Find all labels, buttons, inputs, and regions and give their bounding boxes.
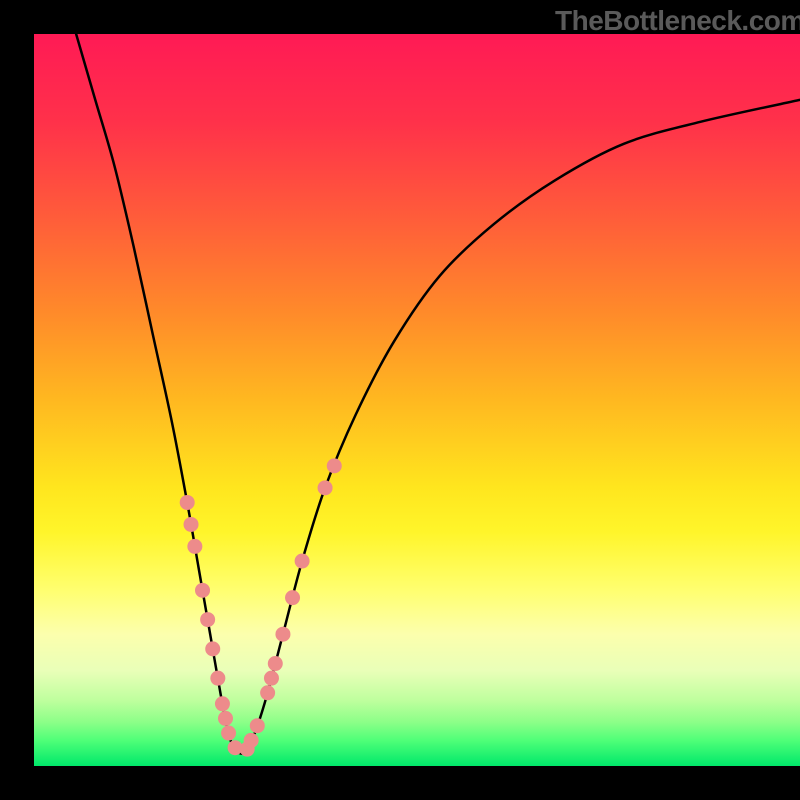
data-marker [187, 539, 202, 554]
chart-canvas [0, 0, 800, 800]
data-marker [250, 718, 265, 733]
data-marker [285, 590, 300, 605]
data-marker [210, 671, 225, 686]
data-marker [195, 583, 210, 598]
data-marker [275, 627, 290, 642]
data-marker [218, 711, 233, 726]
data-marker [268, 656, 283, 671]
data-marker [200, 612, 215, 627]
data-marker [184, 517, 199, 532]
data-marker [318, 480, 333, 495]
data-marker [327, 458, 342, 473]
data-marker [264, 671, 279, 686]
watermark-text: TheBottleneck.com [555, 5, 800, 37]
data-marker [215, 696, 230, 711]
data-marker [221, 726, 236, 741]
data-marker [260, 685, 275, 700]
data-marker [244, 733, 259, 748]
data-marker [295, 554, 310, 569]
data-marker [205, 641, 220, 656]
plot-background [34, 34, 800, 766]
data-marker [180, 495, 195, 510]
